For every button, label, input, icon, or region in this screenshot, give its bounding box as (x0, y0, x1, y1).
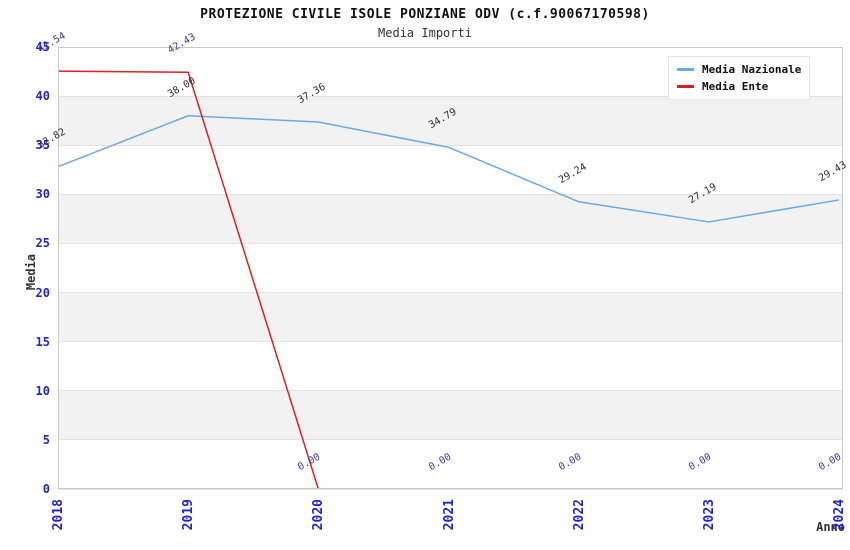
plot-band (58, 292, 843, 342)
gridline (58, 292, 843, 294)
y-tick-label: 40 (35, 89, 50, 104)
y-tick-label: 15 (35, 334, 50, 349)
series-lines (58, 47, 843, 489)
series-line-media-nazionale (58, 115, 840, 223)
y-tick-label: 45 (35, 40, 50, 54)
gridline (58, 242, 843, 244)
y-tick-label: 20 (35, 285, 50, 300)
chart-title: PROTEZIONE CIVILE ISOLE PONZIANE ODV (c.… (200, 7, 650, 22)
x-axis-title: Anno (816, 520, 845, 534)
y-tick-label: 0 (42, 482, 50, 496)
gridline (58, 144, 843, 146)
y-tick-label: 30 (35, 187, 50, 202)
plot-area (58, 46, 843, 490)
legend-entry-media-nazionale: Media Nazionale (677, 63, 801, 76)
gridline (58, 193, 843, 195)
plot-frame (58, 47, 843, 489)
legend: Media Nazionale Media Ente (668, 56, 810, 100)
y-tick-label: 5 (42, 432, 50, 447)
legend-line-icon (677, 85, 694, 88)
plot-band (58, 96, 843, 146)
gridline (58, 488, 843, 490)
y-tick-label: 35 (35, 138, 50, 153)
plot-band (58, 194, 843, 244)
legend-entry-media-ente: Media Ente (677, 80, 801, 93)
gridline (58, 439, 843, 441)
series-line-media-ente (58, 70, 839, 489)
legend-label: Media Nazionale (702, 63, 802, 76)
y-tick-label: 10 (35, 383, 50, 398)
legend-line-icon (677, 68, 694, 71)
chart-subtitle: Media Importi (378, 26, 472, 40)
legend-label: Media Ente (702, 80, 769, 93)
gridline (58, 390, 843, 392)
gridline (58, 95, 843, 97)
plot-band (58, 390, 843, 440)
y-tick-label: 25 (35, 236, 50, 251)
gridline (58, 341, 843, 343)
